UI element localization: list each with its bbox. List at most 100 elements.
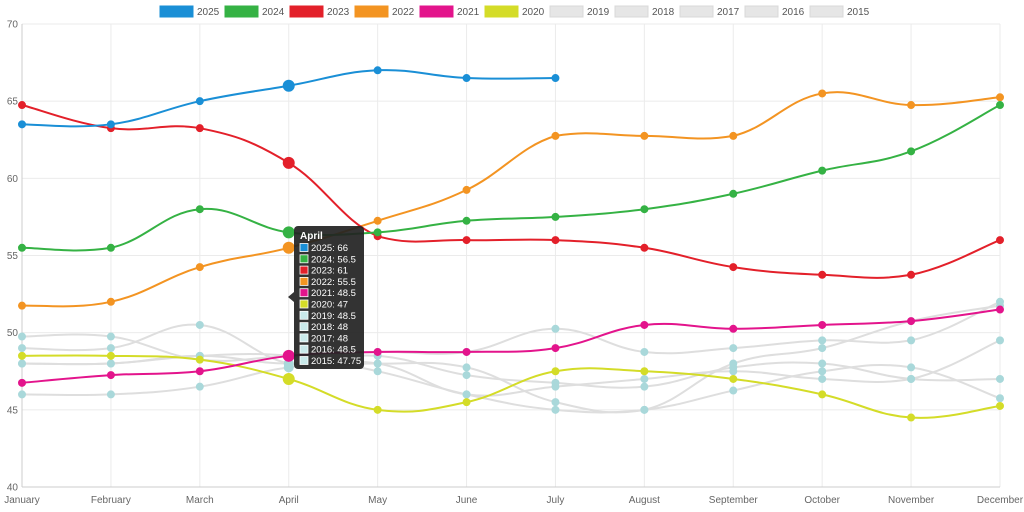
series-2022-point bbox=[640, 131, 649, 140]
tooltip-swatch bbox=[299, 310, 309, 320]
series-2023-point bbox=[907, 270, 916, 279]
legend-label: 2024 bbox=[262, 7, 285, 18]
tooltip-title: April bbox=[300, 231, 323, 242]
series-2015-point bbox=[18, 390, 26, 399]
legend-swatch bbox=[159, 5, 194, 18]
legend-label: 2018 bbox=[652, 7, 675, 18]
x-tick-label: February bbox=[91, 495, 131, 506]
legend-label: 2016 bbox=[782, 7, 805, 18]
series-2023-point bbox=[729, 263, 738, 272]
x-tick-label: June bbox=[456, 495, 478, 506]
series-2016-point bbox=[818, 367, 827, 376]
tooltip-line: 2015: 47.75 bbox=[311, 356, 361, 367]
series-2025-point bbox=[373, 66, 382, 75]
series-2021-point bbox=[818, 320, 827, 329]
legend-item-2023[interactable]: 2023 bbox=[289, 5, 350, 18]
tooltip-box bbox=[294, 226, 364, 369]
series-2025-point bbox=[282, 79, 295, 92]
series-2019 bbox=[18, 297, 1004, 364]
series-2022-point bbox=[729, 131, 738, 140]
legend-item-2021[interactable]: 2021 bbox=[419, 5, 480, 18]
series-2020-point bbox=[640, 367, 649, 376]
series-2015-line bbox=[21, 339, 1001, 397]
legend-item-2024[interactable]: 2024 bbox=[224, 5, 285, 18]
series-2018-point bbox=[551, 398, 560, 407]
series-2017-point bbox=[106, 359, 115, 368]
series-2023-point bbox=[996, 236, 1004, 245]
tooltip-line: 2021: 48.5 bbox=[311, 288, 356, 299]
x-tick-label: April bbox=[279, 495, 299, 506]
axes: 40 45 50 55 60 65 70 January February March April M… bbox=[4, 20, 1024, 507]
series-2015-point bbox=[640, 374, 649, 383]
series-2023 bbox=[18, 101, 1004, 279]
series-2018-point bbox=[18, 344, 26, 353]
series-2020-point bbox=[907, 413, 916, 422]
series-2020-point bbox=[373, 405, 382, 414]
tooltip-line: 2017: 48 bbox=[311, 333, 348, 344]
y-tick-label: 40 bbox=[7, 483, 19, 494]
series-2024-point bbox=[907, 147, 916, 156]
legend-item-2017[interactable]: 2017 bbox=[679, 5, 740, 18]
series-2016-point bbox=[551, 405, 560, 414]
series-2025-point bbox=[18, 120, 26, 129]
series-2022-point bbox=[106, 297, 115, 306]
legend-item-2022[interactable]: 2022 bbox=[354, 5, 415, 18]
series-2022 bbox=[18, 89, 1004, 310]
series-2017-line bbox=[21, 354, 1001, 389]
series-2020-point bbox=[106, 351, 115, 360]
legend-swatch bbox=[224, 5, 259, 18]
series-2017-point bbox=[907, 374, 916, 383]
series-2021-line bbox=[21, 308, 1001, 384]
series-2024-point bbox=[195, 205, 204, 214]
series-2023-point bbox=[818, 270, 827, 279]
series-2020-point bbox=[195, 355, 204, 364]
legend: 2025 2024 2023 2022 2021 2020 2019 2018 2017 2016… bbox=[159, 5, 870, 18]
series-2021-point bbox=[462, 347, 471, 356]
series-2015-point bbox=[996, 336, 1004, 345]
series-2018-point bbox=[640, 405, 649, 414]
legend-item-2019[interactable]: 2019 bbox=[549, 5, 610, 18]
series-2025-point bbox=[195, 97, 204, 106]
series-2024-point bbox=[640, 205, 649, 214]
series-2018-point bbox=[462, 363, 471, 372]
series-2023-line bbox=[21, 104, 1001, 279]
series-2021-point bbox=[996, 305, 1004, 314]
series-2020-point bbox=[996, 401, 1004, 410]
x-tick-label: July bbox=[547, 495, 565, 506]
tooltip-line: 2016: 48.5 bbox=[311, 345, 356, 356]
series-2025-point bbox=[462, 74, 471, 83]
legend-item-2020[interactable]: 2020 bbox=[484, 5, 545, 18]
legend-item-2025[interactable]: 2025 bbox=[159, 5, 220, 18]
series-2019-point bbox=[818, 336, 827, 345]
series-2022-point bbox=[907, 101, 916, 110]
series-2019-point bbox=[18, 332, 26, 341]
series-2022-point bbox=[282, 241, 295, 254]
legend-item-2018[interactable]: 2018 bbox=[614, 5, 675, 18]
series-2025-point bbox=[551, 74, 560, 83]
series-2025 bbox=[18, 66, 560, 129]
series-2020-point bbox=[18, 351, 26, 360]
series-2024-point bbox=[106, 243, 115, 252]
legend-swatch bbox=[354, 5, 389, 18]
series-2016-point bbox=[373, 367, 382, 376]
series-2018-line bbox=[21, 304, 1001, 414]
tooltip-caret bbox=[288, 292, 294, 302]
legend-label: 2021 bbox=[457, 7, 480, 18]
series-2017-point bbox=[551, 378, 560, 387]
tooltip-swatch bbox=[299, 333, 309, 343]
series-2019-point bbox=[551, 324, 560, 333]
series-2020 bbox=[18, 351, 1004, 422]
series-2022-point bbox=[996, 93, 1004, 102]
series-2016-point bbox=[462, 390, 471, 399]
series-2023-point bbox=[640, 243, 649, 252]
series-2024-point bbox=[282, 226, 295, 239]
legend-swatch bbox=[744, 5, 779, 18]
legend-swatch bbox=[614, 5, 649, 18]
legend-item-2015[interactable]: 2015 bbox=[809, 5, 870, 18]
series-2025-point bbox=[106, 120, 115, 129]
y-tick-label: 60 bbox=[7, 174, 19, 185]
legend-label: 2015 bbox=[847, 7, 870, 18]
legend-swatch bbox=[484, 5, 519, 18]
legend-item-2016[interactable]: 2016 bbox=[744, 5, 805, 18]
